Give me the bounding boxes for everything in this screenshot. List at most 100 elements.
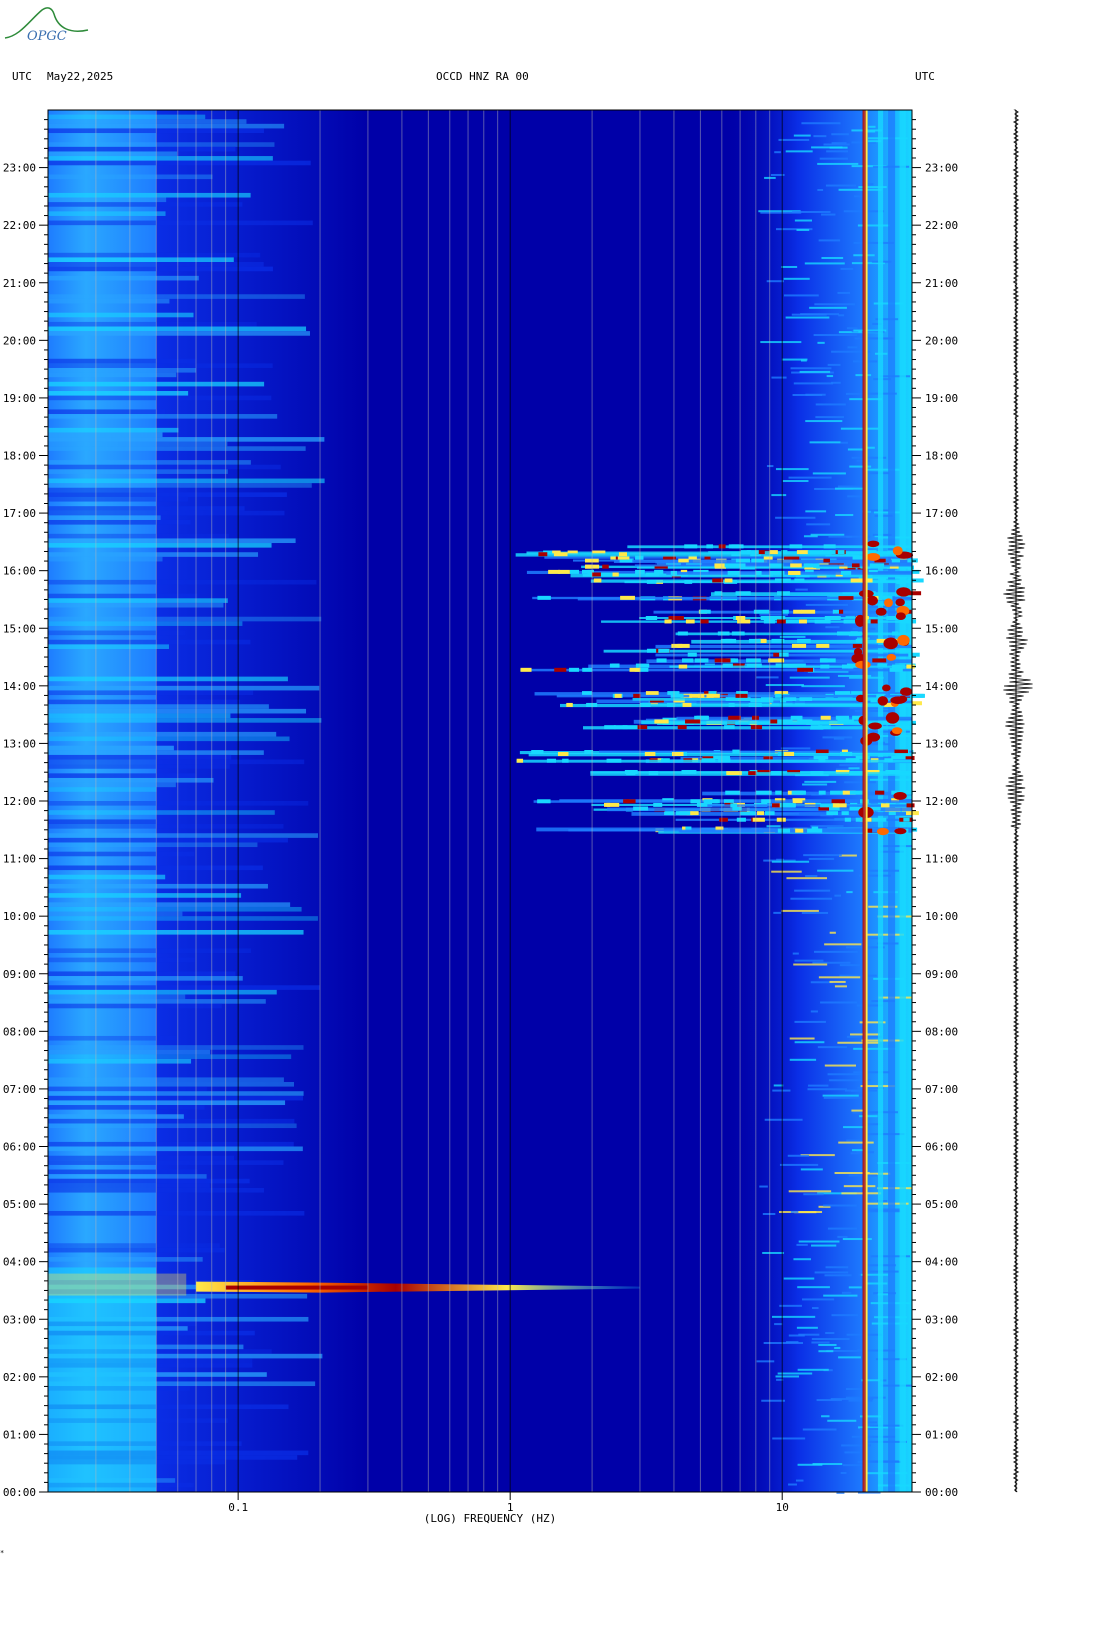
activity-blob <box>668 615 684 620</box>
activity-blob <box>772 615 786 620</box>
texture-streak <box>48 146 236 152</box>
texture-streak <box>48 690 254 696</box>
noise-fleck <box>809 306 847 309</box>
noise-fleck <box>814 1271 849 1274</box>
texture-streak <box>48 395 272 401</box>
texture-streak <box>48 543 272 548</box>
noise-fleck <box>813 135 827 138</box>
activity-blob <box>783 752 795 757</box>
noise-fleck <box>771 494 787 497</box>
texture-streak <box>48 1404 289 1410</box>
activity-blob <box>823 558 830 563</box>
activity-blob <box>837 631 852 636</box>
noise-fleck <box>849 707 891 710</box>
texture-streak <box>48 1114 184 1119</box>
activity-blob <box>645 615 658 620</box>
y-tick-label-left: 15:00 <box>3 622 36 635</box>
activity-blob <box>516 758 524 763</box>
noise-fleck <box>805 510 827 513</box>
activity-blob <box>844 817 851 822</box>
texture-streak <box>48 704 269 709</box>
y-tick-label-right: 22:00 <box>925 219 958 232</box>
activity-blob <box>677 631 688 636</box>
noise-fleck <box>843 1126 867 1129</box>
texture-streak <box>48 123 285 129</box>
noise-fleck <box>846 327 858 330</box>
right-timezone-label: UTC <box>915 70 935 83</box>
texture-streak <box>48 367 197 373</box>
activity-blob <box>821 658 828 663</box>
noise-fleck <box>774 151 781 154</box>
activity-streak <box>515 553 912 557</box>
texture-streak <box>48 971 236 977</box>
activity-blob <box>840 570 852 575</box>
y-tick-label-left: 18:00 <box>3 450 36 463</box>
texture-streak <box>48 312 194 318</box>
activity-blob <box>746 663 762 668</box>
activity-blob <box>748 771 757 776</box>
activity-streak <box>533 800 912 803</box>
texture-streak <box>48 262 264 267</box>
activity-blob <box>699 609 711 614</box>
activity-blob <box>593 578 602 583</box>
texture-streak <box>48 630 186 636</box>
activity-blob <box>891 755 906 760</box>
activity-blob <box>794 578 805 583</box>
activity-blob <box>797 667 814 672</box>
noise-fleck <box>818 976 861 979</box>
noise-fleck <box>793 963 828 966</box>
noise-fleck <box>823 1204 857 1207</box>
y-tick-label-right: 12:00 <box>925 795 958 808</box>
noise-fleck <box>829 980 846 983</box>
activity-blob <box>769 570 785 575</box>
noise-fleck <box>873 511 901 514</box>
teleseismic-event <box>196 1281 640 1293</box>
activity-blob <box>819 658 836 663</box>
activity-blob <box>592 572 604 577</box>
texture-streak <box>48 432 163 438</box>
noise-fleck <box>796 1243 808 1246</box>
activity-blob <box>821 550 836 555</box>
noise-fleck <box>831 381 841 384</box>
activity-blob <box>891 798 900 803</box>
activity-blob <box>791 790 806 795</box>
texture-streak <box>48 391 189 396</box>
texture-streak <box>48 464 281 470</box>
activity-blob <box>714 563 725 568</box>
noise-fleck <box>831 133 849 136</box>
texture-streak <box>48 639 251 645</box>
noise-fleck <box>846 1139 867 1142</box>
low-frequency-band <box>48 110 157 1492</box>
noise-fleck <box>777 1372 813 1375</box>
activity-blob <box>646 648 661 653</box>
activity-blob <box>681 658 694 663</box>
activity-blob <box>810 771 824 776</box>
activity-blob <box>671 643 683 648</box>
noise-fleck <box>774 1323 783 1326</box>
y-tick-label-right: 06:00 <box>925 1141 958 1154</box>
y-tick-label-left: 22:00 <box>3 219 36 232</box>
activity-blob <box>839 564 848 569</box>
activity-blob <box>604 725 616 730</box>
y-tick-label-right: 16:00 <box>925 565 958 578</box>
activity-blob <box>606 758 622 763</box>
noise-fleck <box>834 1346 841 1349</box>
noise-fleck <box>812 961 851 964</box>
activity-hotspot <box>885 712 900 724</box>
noise-fleck <box>830 1397 874 1400</box>
texture-streak <box>48 929 304 935</box>
noise-fleck <box>776 1378 784 1381</box>
activity-blob <box>881 803 890 808</box>
noise-fleck <box>823 1096 863 1099</box>
noise-fleck <box>808 1084 829 1087</box>
noise-fleck <box>825 184 857 187</box>
noise-fleck <box>818 1350 834 1353</box>
texture-streak <box>48 851 195 857</box>
y-tick-label-left: 08:00 <box>3 1025 36 1038</box>
activity-blob <box>807 550 823 555</box>
activity-blob <box>823 564 838 569</box>
texture-streak <box>48 556 163 562</box>
activity-blob <box>731 552 741 557</box>
activity-blob <box>772 803 780 808</box>
noise-fleck <box>826 150 849 153</box>
